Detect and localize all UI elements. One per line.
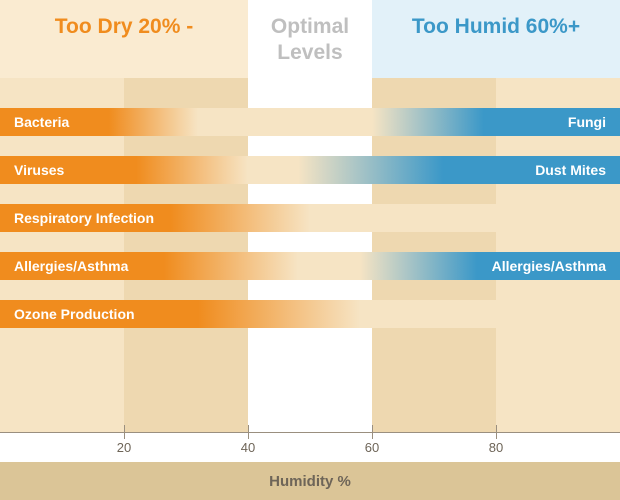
dry-bar: Ozone Production <box>0 300 360 328</box>
header-optimal: Optimal Levels <box>248 0 372 78</box>
dry-bar-label: Allergies/Asthma <box>14 258 128 274</box>
dry-bar: Bacteria <box>0 108 198 136</box>
humid-bar: Allergies/Asthma <box>360 252 620 280</box>
plot-area: Bacteria Fungi Viruses Dust Mites Respirator… <box>0 78 620 432</box>
humid-bar: Fungi <box>372 108 620 136</box>
dry-bar: Respiratory Infection <box>0 204 310 232</box>
axis-label: Humidity % <box>0 462 620 500</box>
axis-tick <box>496 425 497 439</box>
dry-bar-label: Ozone Production <box>14 306 135 322</box>
dry-bar-label: Respiratory Infection <box>14 210 154 226</box>
humid-bar: Dust Mites <box>298 156 620 184</box>
humid-bar-label: Dust Mites <box>535 162 606 178</box>
humid-bar-label: Fungi <box>568 114 606 130</box>
header-humid: Too Humid 60%+ <box>372 0 620 78</box>
dry-bar-label: Viruses <box>14 162 64 178</box>
axis-tick <box>248 425 249 439</box>
axis-tick-label: 80 <box>489 440 503 455</box>
axis-tick-label: 40 <box>241 440 255 455</box>
axis-line <box>0 432 620 433</box>
axis-tick <box>124 425 125 439</box>
axis-tick-label: 20 <box>117 440 131 455</box>
humidity-chart: Too Dry 20% -Optimal LevelsToo Humid 60%… <box>0 0 620 500</box>
humid-bar-label: Allergies/Asthma <box>492 258 606 274</box>
header-dry: Too Dry 20% - <box>0 0 248 78</box>
dry-bar: Allergies/Asthma <box>0 252 298 280</box>
dry-bar-label: Bacteria <box>14 114 69 130</box>
axis-tick <box>372 425 373 439</box>
x-axis: 20 40 60 80 <box>0 432 620 462</box>
chart-header: Too Dry 20% -Optimal LevelsToo Humid 60%… <box>0 0 620 78</box>
axis-tick-label: 60 <box>365 440 379 455</box>
dry-bar: Viruses <box>0 156 248 184</box>
